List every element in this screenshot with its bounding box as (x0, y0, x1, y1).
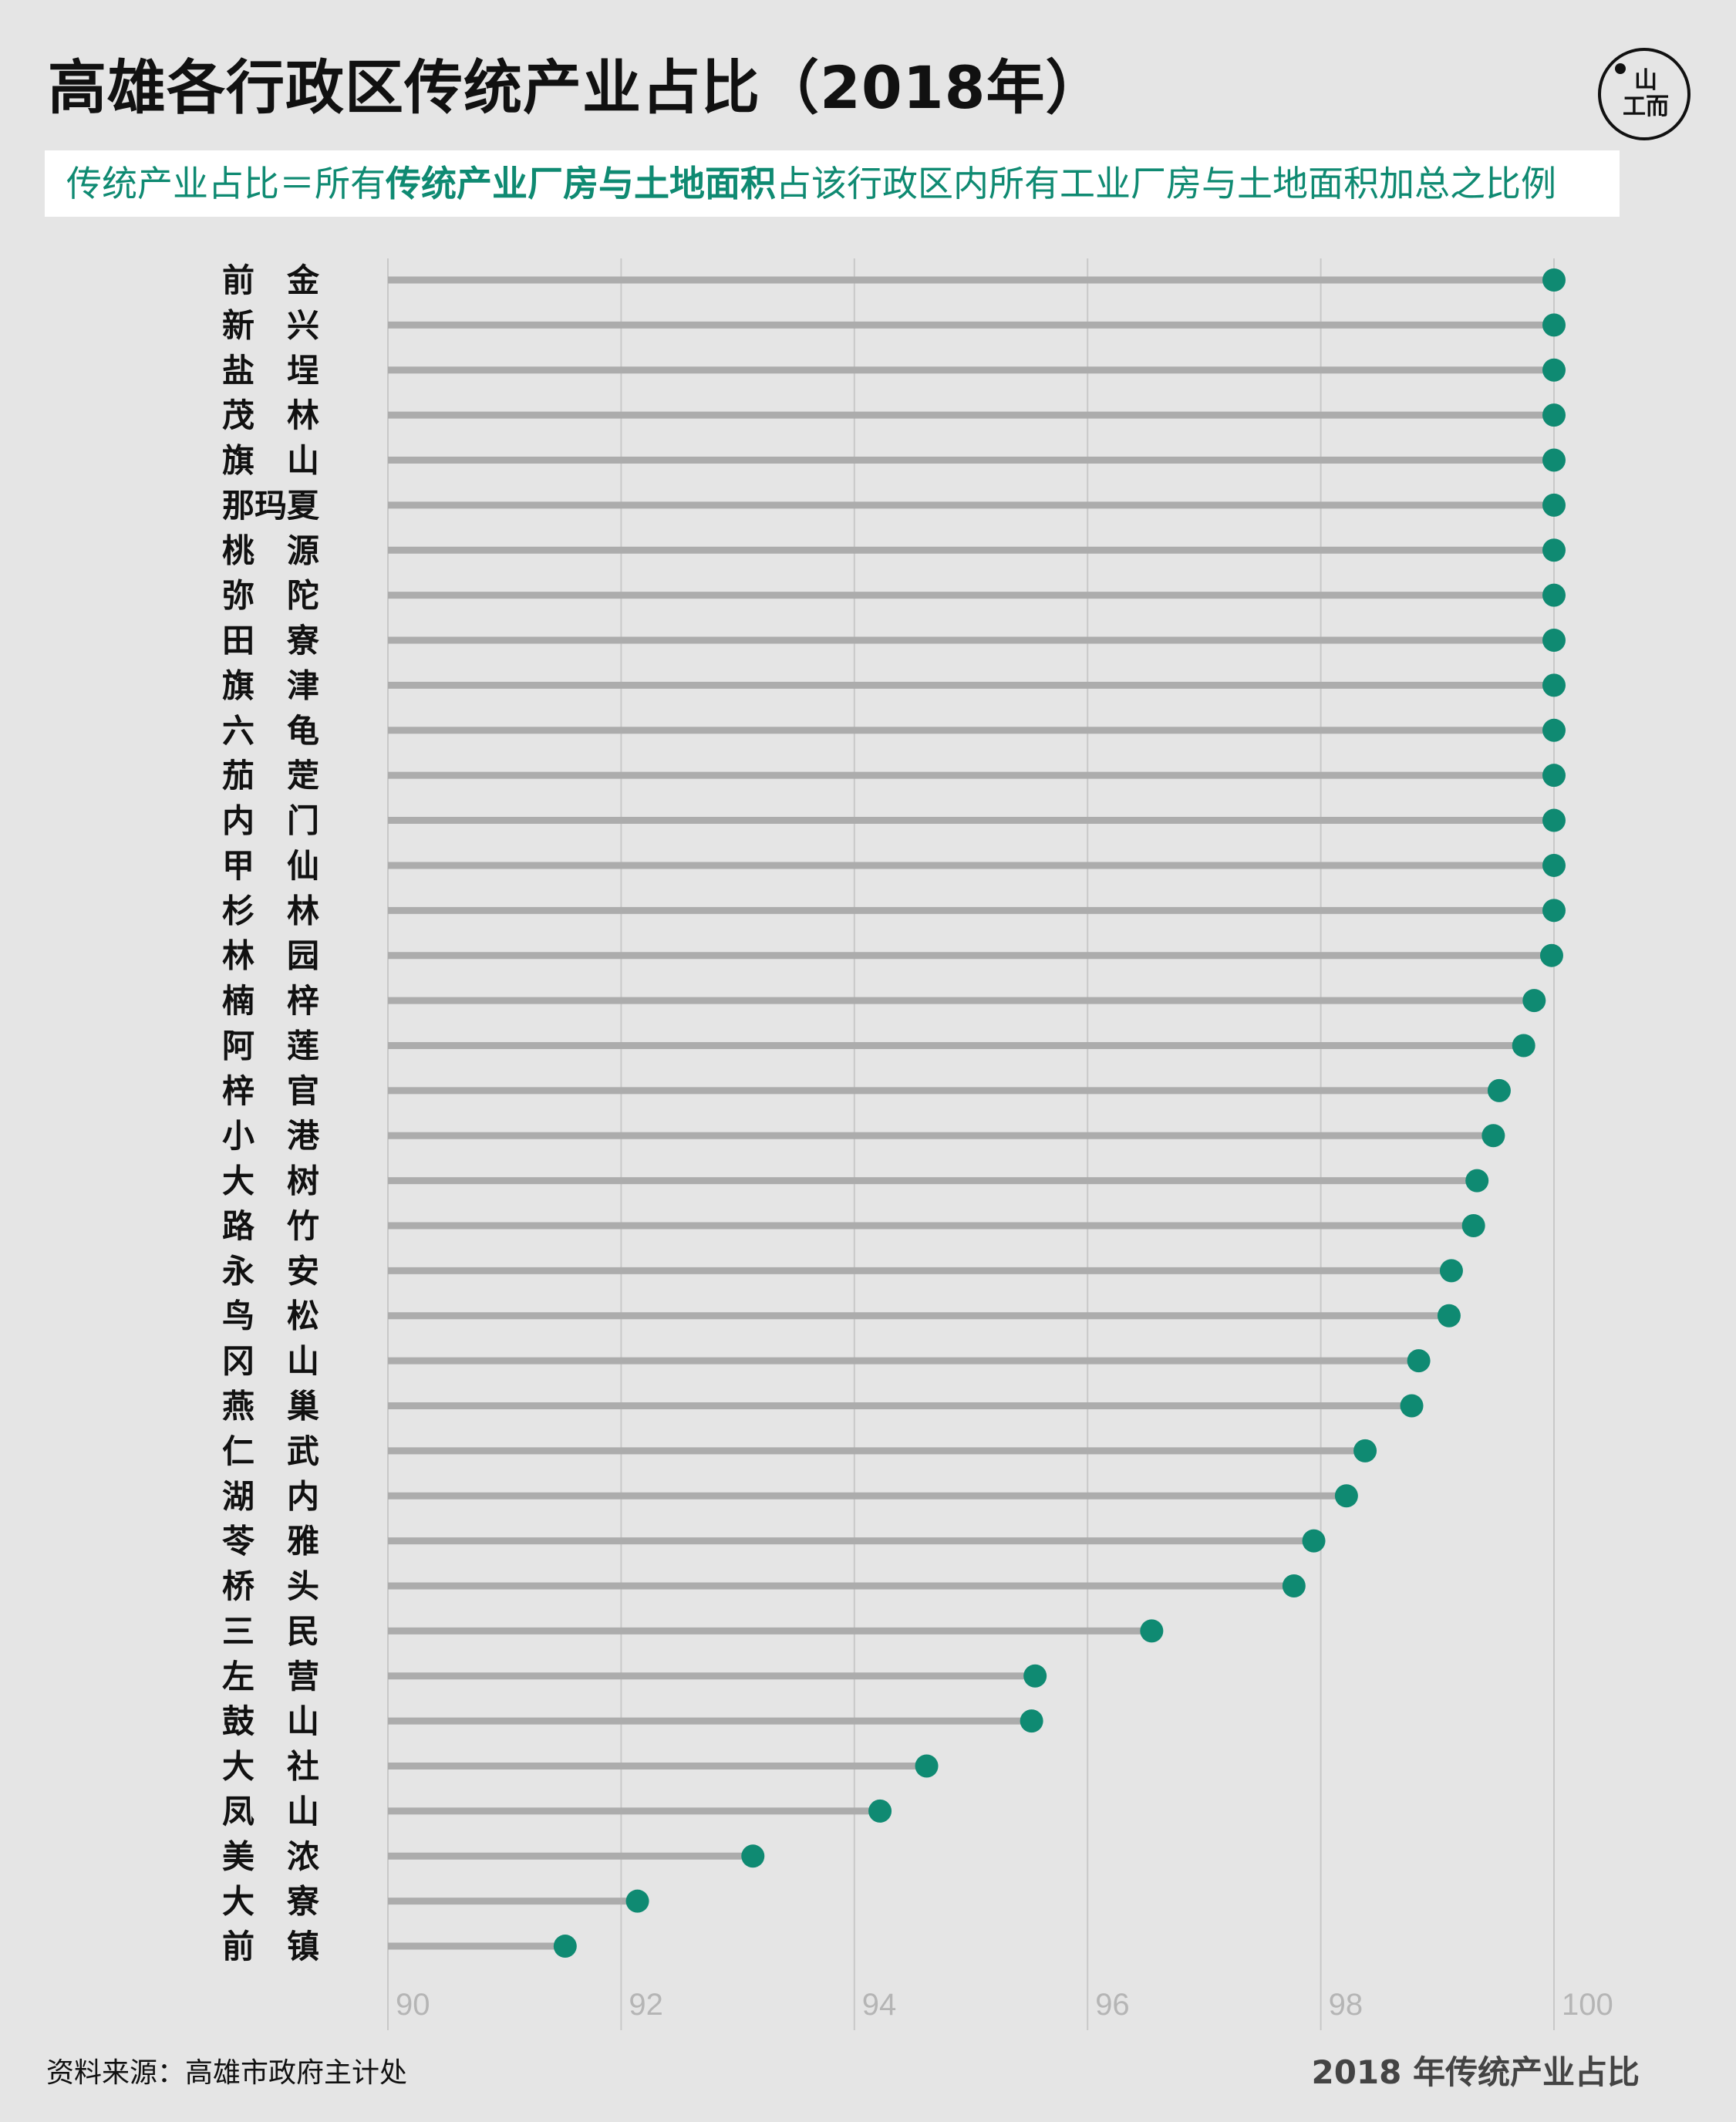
category-label: 小 港 (222, 1117, 320, 1155)
lollipop-dot (1282, 1574, 1306, 1598)
lollipop-dot (1542, 764, 1566, 788)
lollipop-dot (1542, 448, 1566, 472)
lollipop-dot (1522, 989, 1546, 1013)
logo-line-1: 山 (1634, 67, 1657, 94)
lollipop-dot (1487, 1078, 1511, 1102)
lollipop-dot (1542, 583, 1566, 607)
lollipop-dot (1542, 853, 1566, 877)
category-label: 旗 山 (222, 442, 319, 480)
lollipop-dot (1542, 718, 1566, 742)
lollipop-dot (1461, 1213, 1485, 1237)
category-label: 六 龟 (222, 712, 319, 750)
x-tick-label: 94 (862, 1988, 897, 2022)
brand-logo: 山 工而 (1598, 48, 1690, 140)
category-label: 前 镇 (222, 1928, 319, 1965)
category-label: 旗 津 (222, 666, 319, 704)
category-label: 大 寮 (222, 1883, 319, 1921)
lollipop-dot (1020, 1709, 1043, 1733)
category-label: 弥 陀 (222, 577, 319, 615)
category-label: 林 园 (222, 937, 319, 975)
category-label: 路 竹 (222, 1207, 319, 1245)
lollipop-dot (1465, 1169, 1489, 1193)
lollipop-dot (1407, 1349, 1431, 1373)
lollipop-dot (741, 1844, 765, 1868)
x-tick-label: 90 (396, 1988, 430, 2022)
category-label: 那玛夏 (222, 487, 320, 525)
x-tick-label: 98 (1329, 1988, 1364, 2022)
category-label: 大 社 (222, 1748, 319, 1786)
x-axis-label: 2018 年传统产业占比 (1311, 2053, 1640, 2091)
lollipop-dot (1353, 1439, 1377, 1462)
lollipop-dot (1542, 493, 1566, 517)
category-label: 美 浓 (222, 1837, 320, 1875)
category-label: 新 兴 (222, 306, 319, 344)
x-tick-label: 96 (1095, 1988, 1130, 2022)
category-label: 仁 武 (222, 1432, 319, 1470)
lollipop-dot (1302, 1529, 1326, 1553)
category-label: 大 树 (222, 1162, 319, 1200)
category-label: 桥 头 (222, 1567, 319, 1605)
category-label: 前 金 (222, 261, 320, 299)
category-label: 左 营 (222, 1658, 319, 1695)
lollipop-dot (1542, 268, 1566, 292)
lollipop-dot (1334, 1484, 1358, 1508)
subtitle-prefix: 传统产业占比＝所有 (66, 163, 386, 204)
lollipop-dot (1400, 1394, 1424, 1418)
lollipop-dot (1140, 1619, 1164, 1643)
category-label: 鸟 松 (222, 1297, 319, 1335)
x-tick-label: 92 (629, 1988, 663, 2022)
category-label: 梓 官 (222, 1072, 319, 1110)
lollipop-dot (1542, 358, 1566, 382)
category-label: 凤 山 (222, 1793, 319, 1830)
category-label: 阿 莲 (222, 1027, 319, 1064)
category-label: 桃 源 (222, 531, 319, 569)
lollipop-dot (1481, 1124, 1505, 1148)
category-label: 盐 埕 (222, 352, 319, 390)
category-label: 茂 林 (222, 396, 319, 434)
source-note: 资料来源：高雄市政府主计处 (46, 2057, 408, 2089)
category-label: 燕 巢 (222, 1388, 319, 1425)
category-label: 茄 萣 (222, 757, 319, 794)
lollipop-dot (1542, 673, 1566, 697)
logo-mark: 山 工而 (1609, 68, 1683, 120)
lollipop-dot (1542, 538, 1566, 562)
subtitle-highlight: 传统产业厂房与土地面积 (386, 163, 776, 204)
logo-line-2: 工而 (1623, 93, 1669, 120)
lollipop-dot (1542, 899, 1566, 923)
logo-dot-icon (1615, 63, 1626, 74)
lollipop-dot (868, 1799, 892, 1823)
category-label: 湖 内 (222, 1477, 319, 1515)
lollipop-dot (1437, 1304, 1461, 1328)
category-label: 田 寮 (222, 622, 319, 660)
lollipop-dot (1023, 1664, 1047, 1688)
lollipop-dot (915, 1754, 939, 1778)
lollipop-dot (1542, 808, 1566, 832)
subtitle-banner: 传统产业占比＝所有传统产业厂房与土地面积占该行政区内所有工业厂房与土地面积加总之… (45, 150, 1620, 217)
category-label: 三 民 (222, 1612, 319, 1650)
category-label: 苓 雅 (222, 1523, 319, 1560)
category-label: 楠 梓 (222, 982, 319, 1020)
category-label: 冈 山 (222, 1342, 319, 1380)
lollipop-dot (625, 1889, 649, 1913)
category-label: 甲 仙 (222, 847, 319, 885)
lollipop-dot (1542, 629, 1566, 653)
lollipop-dot (1439, 1259, 1463, 1283)
subtitle-suffix: 占该行政区内所有工业厂房与土地面积加总之比例 (776, 163, 1556, 204)
lollipop-dot (1512, 1034, 1535, 1058)
category-label: 鼓 山 (222, 1702, 319, 1740)
lollipop-dot (1539, 943, 1563, 967)
x-tick-label: 100 (1562, 1988, 1613, 2022)
category-label: 内 门 (222, 802, 319, 840)
lollipop-dot (553, 1935, 577, 1958)
chart-title: 高雄各行政区传统产业占比（2018年） (48, 53, 1105, 122)
lollipop-dot (1542, 403, 1566, 427)
category-label: 永 安 (222, 1252, 319, 1290)
category-label: 杉 林 (222, 892, 319, 929)
lollipop-dot (1542, 313, 1566, 337)
